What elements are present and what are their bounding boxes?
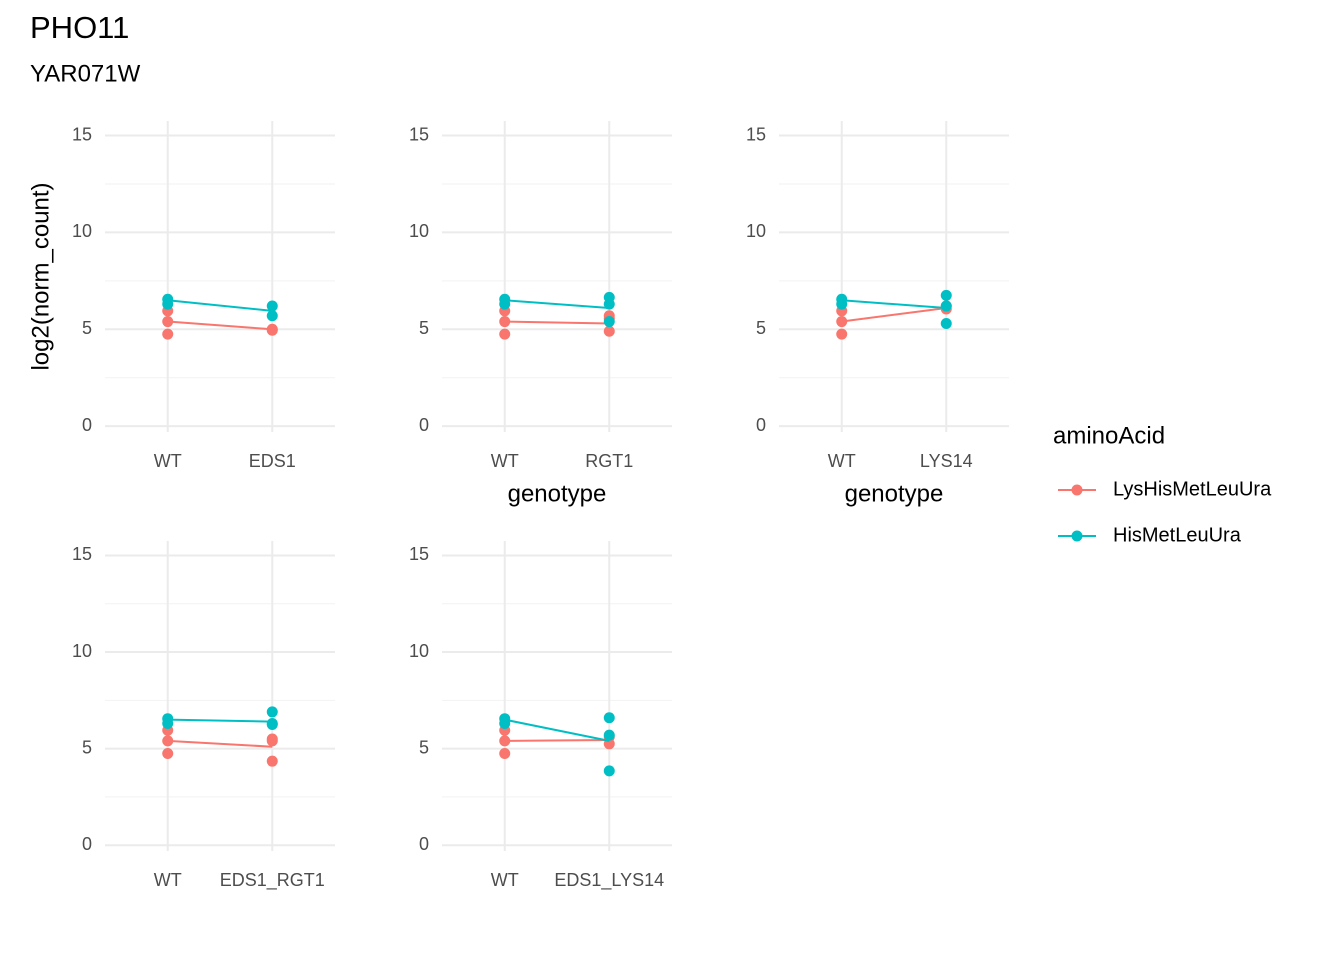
mean-line [167,299,273,312]
x-tick-label: LYS14 [920,451,973,471]
data-point [266,755,278,767]
mean-line [841,306,947,323]
x-axis-label: genotype [845,480,944,507]
data-point [162,293,174,305]
data-point [499,735,511,747]
data-point [499,713,511,725]
y-tick-label: 5 [82,318,92,338]
mean-line [167,739,273,748]
data-point [499,293,511,305]
mean-line [504,299,610,309]
y-tick-label: 15 [72,124,92,144]
data-point [266,310,278,322]
y-tick-label: 0 [756,415,766,435]
y-tick-label: 10 [72,221,92,241]
y-tick-label: 10 [409,641,429,661]
y-tick-label: 5 [82,737,92,757]
legend-marker [1071,530,1083,542]
data-point [603,316,615,328]
data-point [499,316,511,328]
data-point [836,293,848,305]
x-tick-label: WT [491,451,519,471]
mean-line [504,738,610,742]
data-point [266,300,278,312]
data-point [940,300,952,312]
x-tick-label: WT [154,870,182,890]
x-tick-label: EDS1_RGT1 [220,870,325,891]
y-tick-label: 15 [409,124,429,144]
x-tick-label: WT [828,451,856,471]
legend-marker [1071,484,1083,496]
x-tick-label: WT [154,451,182,471]
mean-line [504,718,610,742]
y-tick-label: 0 [419,834,429,854]
mean-line [167,718,273,723]
data-point [603,712,615,724]
y-tick-label: 10 [409,221,429,241]
data-point [499,747,511,759]
y-tick-label: 5 [419,737,429,757]
legend-title: aminoAcid [1053,422,1165,449]
x-tick-label: EDS1 [249,451,296,471]
y-tick-label: 0 [82,415,92,435]
data-point [162,713,174,725]
data-point [603,325,615,337]
y-tick-label: 10 [746,221,766,241]
y-tick-label: 5 [419,318,429,338]
y-tick-label: 15 [72,544,92,564]
data-point [603,765,615,777]
data-point [266,323,278,335]
data-point [162,747,174,759]
data-point [162,316,174,328]
x-tick-label: EDS1_LYS14 [554,870,664,891]
data-point [836,316,848,328]
chart-subtitle: YAR071W [30,60,141,87]
x-tick-label: RGT1 [585,451,633,471]
y-tick-label: 15 [746,124,766,144]
mean-line [504,320,610,325]
data-point [603,729,615,741]
mean-line [167,320,273,331]
data-point [836,328,848,340]
data-point [499,328,511,340]
data-point [266,706,278,718]
mean-line [841,299,947,309]
data-point [162,735,174,747]
x-tick-label: WT [491,870,519,890]
y-tick-label: 10 [72,641,92,661]
data-point [162,328,174,340]
x-axis-label: genotype [508,480,607,507]
y-axis-label: log2(norm_count) [27,182,54,370]
data-point [940,317,952,329]
y-tick-label: 5 [756,318,766,338]
data-point [940,289,952,301]
y-tick-label: 0 [82,834,92,854]
y-tick-label: 0 [419,415,429,435]
legend-label: LysHisMetLeuUra [1113,478,1272,500]
legend-label: HisMetLeuUra [1113,524,1242,546]
chart-title: PHO11 [30,10,129,45]
data-point [603,291,615,303]
data-point [266,718,278,730]
y-tick-label: 15 [409,544,429,564]
data-point [266,733,278,745]
